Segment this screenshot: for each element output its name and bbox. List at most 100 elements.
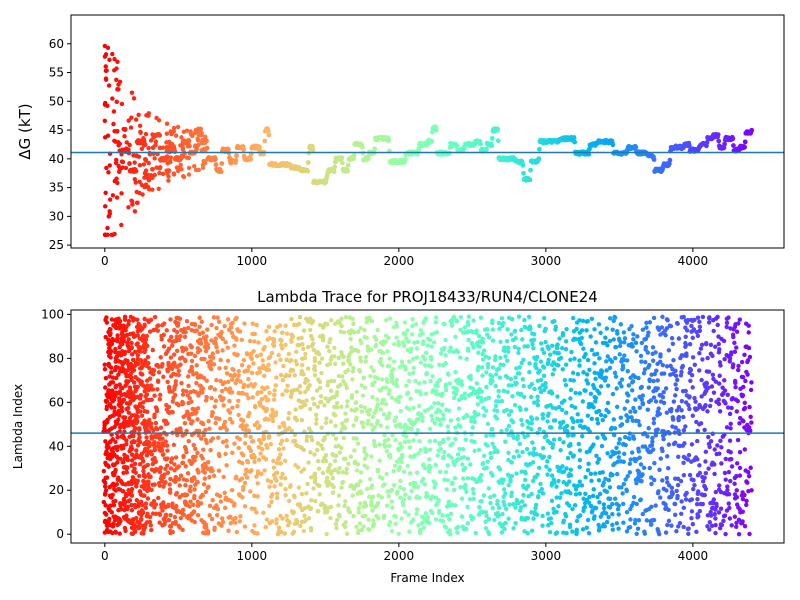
lambda-point: [248, 434, 253, 440]
free-energy-point: [176, 165, 182, 170]
lambda-point: [557, 495, 563, 500]
lambda-point: [299, 417, 305, 423]
free-energy-point: [142, 156, 148, 162]
lambda-point: [242, 441, 248, 446]
lambda-point: [541, 350, 547, 356]
lambda-point: [512, 328, 518, 334]
lambda-point: [443, 469, 449, 475]
lambda-point: [343, 382, 348, 387]
lambda-point: [567, 522, 573, 527]
lambda-point: [529, 528, 535, 533]
lambda-point: [342, 425, 348, 431]
lambda-point: [574, 326, 579, 332]
lambda-point: [528, 327, 533, 332]
free-energy-point: [187, 143, 192, 149]
lambda-point: [230, 405, 235, 410]
lambda-point: [274, 478, 279, 483]
lambda-point: [343, 314, 349, 320]
lambda-point: [341, 456, 347, 461]
lambda-point: [334, 400, 340, 406]
lambda-point: [250, 321, 256, 326]
lambda-point: [377, 458, 382, 463]
lambda-point: [394, 377, 400, 383]
lambda-point: [312, 373, 318, 378]
lambda-point: [232, 501, 237, 506]
lambda-point: [274, 517, 279, 522]
lambda-point: [428, 465, 433, 470]
free-energy-point: [134, 153, 139, 159]
lambda-point: [619, 384, 624, 389]
lambda-point: [160, 436, 165, 441]
lambda-point: [523, 407, 529, 412]
lambda-point: [577, 363, 582, 368]
lambda-point: [626, 383, 632, 388]
lambda-point: [242, 480, 248, 486]
lambda-point: [217, 416, 222, 422]
lambda-point: [289, 391, 294, 397]
free-energy-point: [115, 87, 120, 92]
lambda-point: [392, 342, 397, 347]
free-energy-point: [126, 118, 131, 123]
lambda-point: [609, 359, 615, 364]
lambda-point: [171, 442, 177, 448]
lambda-point: [119, 480, 124, 485]
lambda-point: [121, 445, 126, 451]
lambda-point: [312, 472, 317, 478]
lambda-point: [371, 368, 376, 374]
lambda-point: [593, 376, 598, 382]
lambda-point: [156, 441, 161, 446]
lambda-point: [195, 513, 201, 518]
free-energy-x-tick-label: 4000: [678, 254, 709, 268]
lambda-point: [479, 389, 484, 394]
lambda-point: [534, 416, 540, 421]
lambda-point: [155, 378, 161, 383]
lambda-point: [102, 366, 108, 372]
lambda-point: [481, 348, 487, 353]
lambda-point: [631, 373, 636, 378]
lambda-point: [543, 339, 548, 345]
lambda-point: [140, 459, 146, 464]
lambda-point: [363, 503, 369, 508]
lambda-point: [624, 358, 630, 363]
lambda-point: [137, 435, 142, 440]
lambda-point: [312, 401, 317, 407]
lambda-point: [108, 331, 113, 336]
lambda-point: [480, 336, 485, 342]
lambda-point: [195, 406, 201, 411]
free-energy-point: [135, 200, 140, 205]
lambda-point: [506, 345, 511, 350]
lambda-point: [597, 500, 602, 505]
lambda-point: [108, 327, 113, 332]
lambda-point: [325, 508, 330, 514]
lambda-point: [236, 369, 241, 374]
lambda-point: [622, 336, 628, 341]
lambda-point: [246, 364, 252, 369]
lambda-point: [303, 351, 308, 357]
lambda-point: [170, 343, 175, 348]
lambda-point: [447, 517, 452, 522]
lambda-point: [596, 478, 602, 483]
free-energy-point: [186, 138, 192, 143]
lambda-point: [462, 395, 468, 401]
free-energy-point: [495, 138, 501, 144]
lambda-point: [351, 321, 356, 327]
lambda-point: [247, 410, 252, 416]
lambda-point: [391, 468, 396, 474]
lambda-point: [401, 469, 407, 474]
lambda-point: [272, 329, 277, 334]
free-energy-point: [133, 117, 139, 122]
lambda-point: [223, 365, 228, 371]
free-energy-point: [120, 165, 125, 170]
lambda-point: [169, 334, 174, 340]
lambda-point: [384, 377, 389, 382]
free-energy-point: [143, 131, 149, 137]
free-energy-point: [119, 101, 125, 107]
lambda-point: [308, 333, 314, 339]
lambda-point: [563, 362, 569, 367]
lambda-point: [145, 343, 150, 348]
lambda-point: [123, 528, 128, 534]
lambda-point: [634, 349, 639, 354]
lambda-point: [271, 343, 277, 349]
lambda-point: [525, 433, 530, 438]
lambda-point: [185, 471, 191, 476]
